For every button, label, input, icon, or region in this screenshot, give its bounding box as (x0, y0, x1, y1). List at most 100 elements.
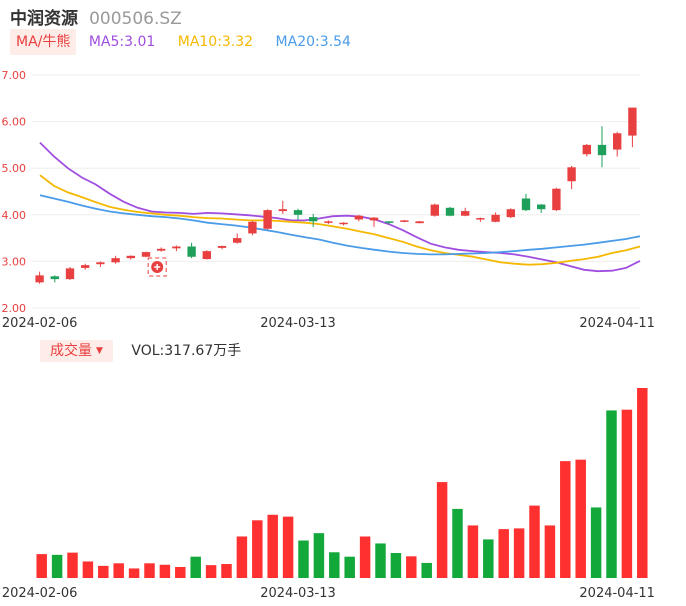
date-tick-label: 2024-02-06 (2, 586, 78, 601)
candlestick (96, 261, 105, 267)
candle-body (521, 198, 531, 211)
candle-body (628, 107, 637, 136)
volume-bar (406, 556, 417, 578)
candle-body (202, 251, 211, 260)
ma-line-ma10 (39, 174, 641, 266)
volume-bar (483, 539, 494, 578)
candlestick (324, 220, 333, 225)
candle-body (309, 217, 318, 222)
volume-bar (144, 563, 155, 578)
volume-bar (467, 525, 479, 578)
volume-bar (98, 565, 109, 578)
candle-body (415, 221, 424, 224)
price-tick-label: 4.00 (2, 209, 27, 222)
candle-body (430, 204, 439, 216)
volume-bar (575, 459, 586, 578)
candle-body (567, 167, 576, 182)
price-tick-label: 3.00 (2, 255, 27, 268)
volume-bar (329, 552, 340, 578)
volume-bar (375, 543, 386, 578)
candle-body (187, 246, 196, 257)
candle-body (476, 218, 485, 220)
volume-bar (421, 562, 432, 578)
date-tick-label: 2024-04-11 (579, 586, 655, 601)
candle-body (445, 207, 455, 216)
volume-bar (513, 528, 525, 578)
volume-bar (205, 565, 217, 578)
candle-body (385, 221, 394, 223)
volume-bar (390, 553, 402, 578)
candlestick (202, 250, 211, 260)
volume-bar (282, 516, 294, 578)
candlestick (415, 220, 424, 224)
marker-plus (154, 263, 161, 270)
candle-body (233, 238, 242, 243)
volume-bar (82, 561, 94, 578)
candle-body (293, 210, 303, 215)
stock-code: 000506.SZ (89, 9, 182, 29)
candle-body (50, 276, 59, 280)
candlestick (628, 107, 637, 148)
volume-bar (236, 536, 248, 578)
ma-indicator-button[interactable]: MA/牛熊 (10, 29, 77, 55)
candlestick (233, 233, 242, 244)
candle-body (172, 246, 181, 249)
candlestick (157, 247, 166, 252)
candlestick (50, 275, 59, 283)
candle-body (597, 144, 607, 156)
candlestick (309, 213, 318, 227)
volume-bar (190, 556, 201, 578)
volume-bar (267, 514, 278, 578)
volume-bar (498, 529, 509, 578)
volume-bar (252, 520, 263, 578)
candlestick (521, 193, 531, 212)
volume-bar (560, 461, 571, 578)
candlestick (597, 126, 607, 168)
candle-body (141, 252, 151, 257)
volume-bar (606, 410, 617, 578)
candlestick (293, 208, 303, 220)
date-tick-label: 2024-02-06 (2, 316, 78, 331)
candlestick (354, 214, 363, 222)
candlestick (248, 220, 257, 236)
stock-header: 中润资源 000506.SZ (10, 4, 182, 29)
candle-body (96, 262, 105, 265)
candlestick (369, 217, 379, 227)
marker-frame (147, 257, 167, 277)
volume-bar (344, 556, 355, 578)
volume-bar (436, 482, 448, 578)
candle-body (400, 220, 409, 222)
candle-body (81, 265, 90, 268)
price-tick-label: 5.00 (2, 162, 27, 175)
candlestick (400, 219, 409, 223)
candle-body (324, 221, 333, 223)
candlestick (35, 271, 44, 284)
volume-indicator-label: 成交量 (50, 343, 92, 359)
candle-body (65, 268, 75, 280)
candle-body (354, 215, 363, 220)
candle-body (613, 133, 622, 150)
candlestick (278, 200, 287, 214)
candle-body (248, 221, 257, 234)
candle-body (126, 255, 135, 259)
volume-bar (452, 508, 463, 578)
date-tick-label: 2024-04-11 (579, 316, 655, 331)
volume-indicator-dropdown[interactable]: 成交量 ▼ (40, 340, 113, 362)
price-tick-label: 2.00 (2, 302, 27, 315)
volume-bar (590, 507, 602, 578)
candle-body (582, 144, 591, 155)
candlestick (552, 187, 561, 212)
stock-name: 中润资源 (10, 9, 78, 29)
volume-bar (313, 533, 325, 578)
volume-bar (359, 536, 371, 578)
candlestick (339, 222, 348, 226)
volume-bar (221, 564, 232, 578)
volume-bar (637, 388, 648, 578)
ma-legend: MA/牛熊 MA5:3.01 MA10:3.32 MA20:3.54 (10, 29, 369, 55)
candle-body (35, 275, 44, 283)
volume-bar (544, 525, 556, 578)
candlestick (172, 245, 181, 252)
volume-bar (529, 505, 540, 578)
volume-bar (113, 563, 124, 578)
